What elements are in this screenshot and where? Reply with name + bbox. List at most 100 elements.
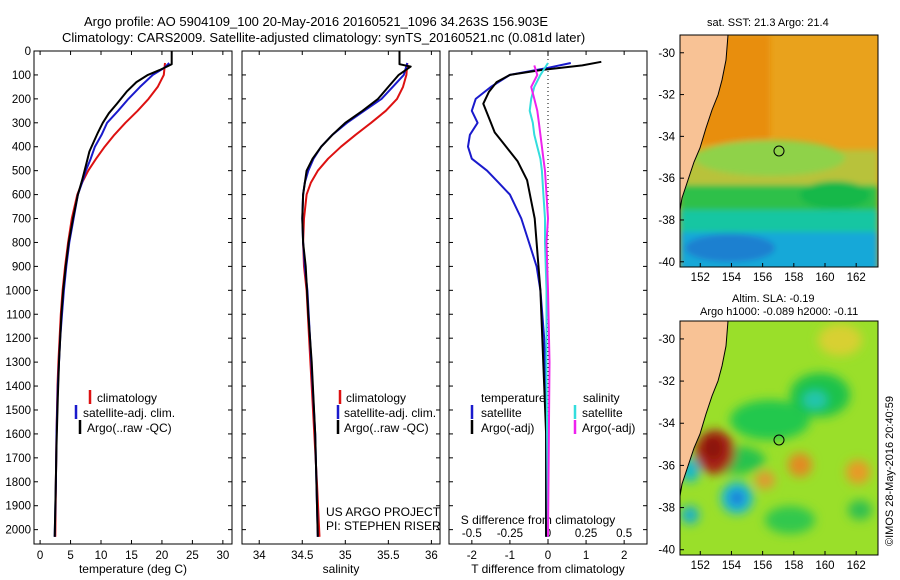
lat-tick-label: -38 <box>658 503 675 515</box>
y-tick-label: 1700 <box>5 453 31 465</box>
sst-map: 152 154 156 158 160 162 -30 -32 -34 -36 -38 -40 <box>658 34 879 284</box>
legend-label-satellite: satellite-adj. clim. <box>344 406 436 420</box>
s-tick-label: 0.25 <box>575 528 597 540</box>
y-tick-label: 1300 <box>5 357 31 369</box>
plot-frame <box>241 50 441 545</box>
x-axis-label: salinity <box>323 562 360 576</box>
y-tick-label: 1800 <box>5 477 31 489</box>
lat-tick-label: -40 <box>658 257 675 269</box>
series-line-argo-raw-qc- <box>53 51 173 537</box>
credit-project: US ARGO PROJECT <box>326 505 441 519</box>
plot-frame <box>33 50 233 545</box>
s-axis-label: S difference from climatology <box>461 513 616 527</box>
difference-legend: temperature salinity satellite Argo(-adj… <box>470 391 635 435</box>
legend-label-argo-s: Argo(-adj) <box>582 421 635 435</box>
x-tick-label: 34.5 <box>291 550 313 562</box>
sst-map-frame <box>679 34 879 268</box>
x-tick-label: 20 <box>156 550 169 562</box>
x-tick-label: 25 <box>186 550 199 562</box>
lon-tick-label: 154 <box>722 272 742 284</box>
sla-cyan-eddy-3 <box>681 506 699 524</box>
y-tick-label: 100 <box>12 70 31 82</box>
y-tick-label: 900 <box>12 261 31 273</box>
sla-yellow-patch <box>818 324 862 356</box>
sla-orange-eddy-3 <box>755 471 775 489</box>
lon-tick-label: 156 <box>753 560 772 572</box>
x-tick-label: 35.5 <box>377 550 399 562</box>
lon-tick-label: 162 <box>847 272 866 284</box>
y-tick-label: 600 <box>12 190 31 202</box>
sla-map-ticks: 152 154 156 158 160 162 -30 -32 -34 -36 -38 -40 <box>658 334 865 572</box>
lat-tick-label: -30 <box>658 334 675 346</box>
lat-tick-label: -36 <box>658 460 675 472</box>
legend-label-satellite: satellite-adj. clim. <box>83 406 175 420</box>
legend-label-satellite-s: satellite <box>582 406 623 420</box>
title-line-2: Climatology: CARS2009. Satellite-adjuste… <box>62 30 585 45</box>
legend-label-argo: Argo(..raw -QC) <box>344 421 429 435</box>
lon-tick-label: 160 <box>815 560 834 572</box>
difference-panel: -2 -1 0 1 2T difference from climatology -0.5… <box>448 50 648 576</box>
legend-label-climatology: climatology <box>97 391 157 405</box>
legend-heading-temperature: temperature <box>481 391 546 405</box>
x-tick-label: 35 <box>339 550 352 562</box>
sst-coastline <box>680 35 729 211</box>
lon-tick-label: 152 <box>691 272 710 284</box>
y-tick-label: 200 <box>12 94 31 106</box>
lon-tick-label: 154 <box>722 560 742 572</box>
x-tick-label: 15 <box>125 550 138 562</box>
x-tick-label: 2 <box>621 550 627 562</box>
x-tick-label: 10 <box>95 550 108 562</box>
sla-land <box>680 321 728 496</box>
legend-label-climatology: climatology <box>346 391 406 405</box>
y-tick-label: 0 <box>25 46 31 58</box>
x-tick-label: 30 <box>216 550 229 562</box>
x-axis-label: temperature (deg C) <box>79 562 187 576</box>
y-tick-label: 1900 <box>5 501 31 513</box>
lat-tick-label: -38 <box>658 215 675 227</box>
x-tick-label: 0 <box>545 550 551 562</box>
sla-green-blob-1 <box>730 400 810 440</box>
sst-green-patch <box>695 140 845 176</box>
series-line-salinity-argo-adj- <box>530 65 551 537</box>
legend-heading-salinity: salinity <box>583 391 620 405</box>
temperature-legend: climatology satellite-adj. clim. Argo(..… <box>74 390 175 435</box>
sla-float-marker <box>773 434 785 446</box>
title-line-1: Argo profile: AO 5904109_100 20-May-2016… <box>84 14 548 29</box>
y-tick-label: 500 <box>12 166 31 178</box>
x-tick-label: -1 <box>505 550 515 562</box>
sla-green-blob-4 <box>765 506 815 534</box>
y-tick-label: 1500 <box>5 405 31 417</box>
y-tick-label: 1100 <box>6 309 31 321</box>
sla-map-title-2: Argo h1000: -0.089 h2000: -0.11 <box>700 306 858 318</box>
sst-blue-patch <box>685 234 775 262</box>
series-line-temperature-argo-adj- <box>482 60 602 537</box>
credit-pi: PI: STEPHEN RISER <box>326 519 441 533</box>
y-tick-label: 1400 <box>5 381 31 393</box>
sst-float-marker <box>773 145 785 157</box>
y-tick-label: 2000 <box>5 525 31 537</box>
y-tick-label: 300 <box>12 118 31 130</box>
lat-tick-label: -34 <box>658 418 675 430</box>
x-axis-label: T difference from climatology <box>471 562 625 576</box>
s-tick-label: -0.5 <box>462 528 482 540</box>
sst-map-title: sat. SST: 21.3 Argo: 21.4 <box>707 17 829 29</box>
lon-tick-label: 158 <box>784 560 803 572</box>
lat-tick-label: -32 <box>658 90 675 102</box>
lat-tick-label: -30 <box>658 48 675 60</box>
salinity-panel: 34 34.5 35 35.5 36 salinity <box>241 50 441 576</box>
lat-tick-label: -36 <box>658 173 675 185</box>
sla-red-core <box>703 436 723 460</box>
sla-coastline <box>680 321 729 497</box>
temperature-panel: 0100200300400500600700800900100011001200… <box>5 46 233 576</box>
sst-green-eddy <box>800 181 870 209</box>
y-tick-label: 800 <box>12 237 31 249</box>
legend-label-satellite-t: satellite <box>481 406 522 420</box>
sla-teal-blob <box>803 391 827 409</box>
sla-blue-core <box>730 491 744 505</box>
sla-map-frame <box>679 320 879 556</box>
y-tick-label: 400 <box>12 142 31 154</box>
x-tick-label: -2 <box>467 550 477 562</box>
sst-land <box>680 35 728 210</box>
lon-tick-label: 158 <box>784 272 803 284</box>
